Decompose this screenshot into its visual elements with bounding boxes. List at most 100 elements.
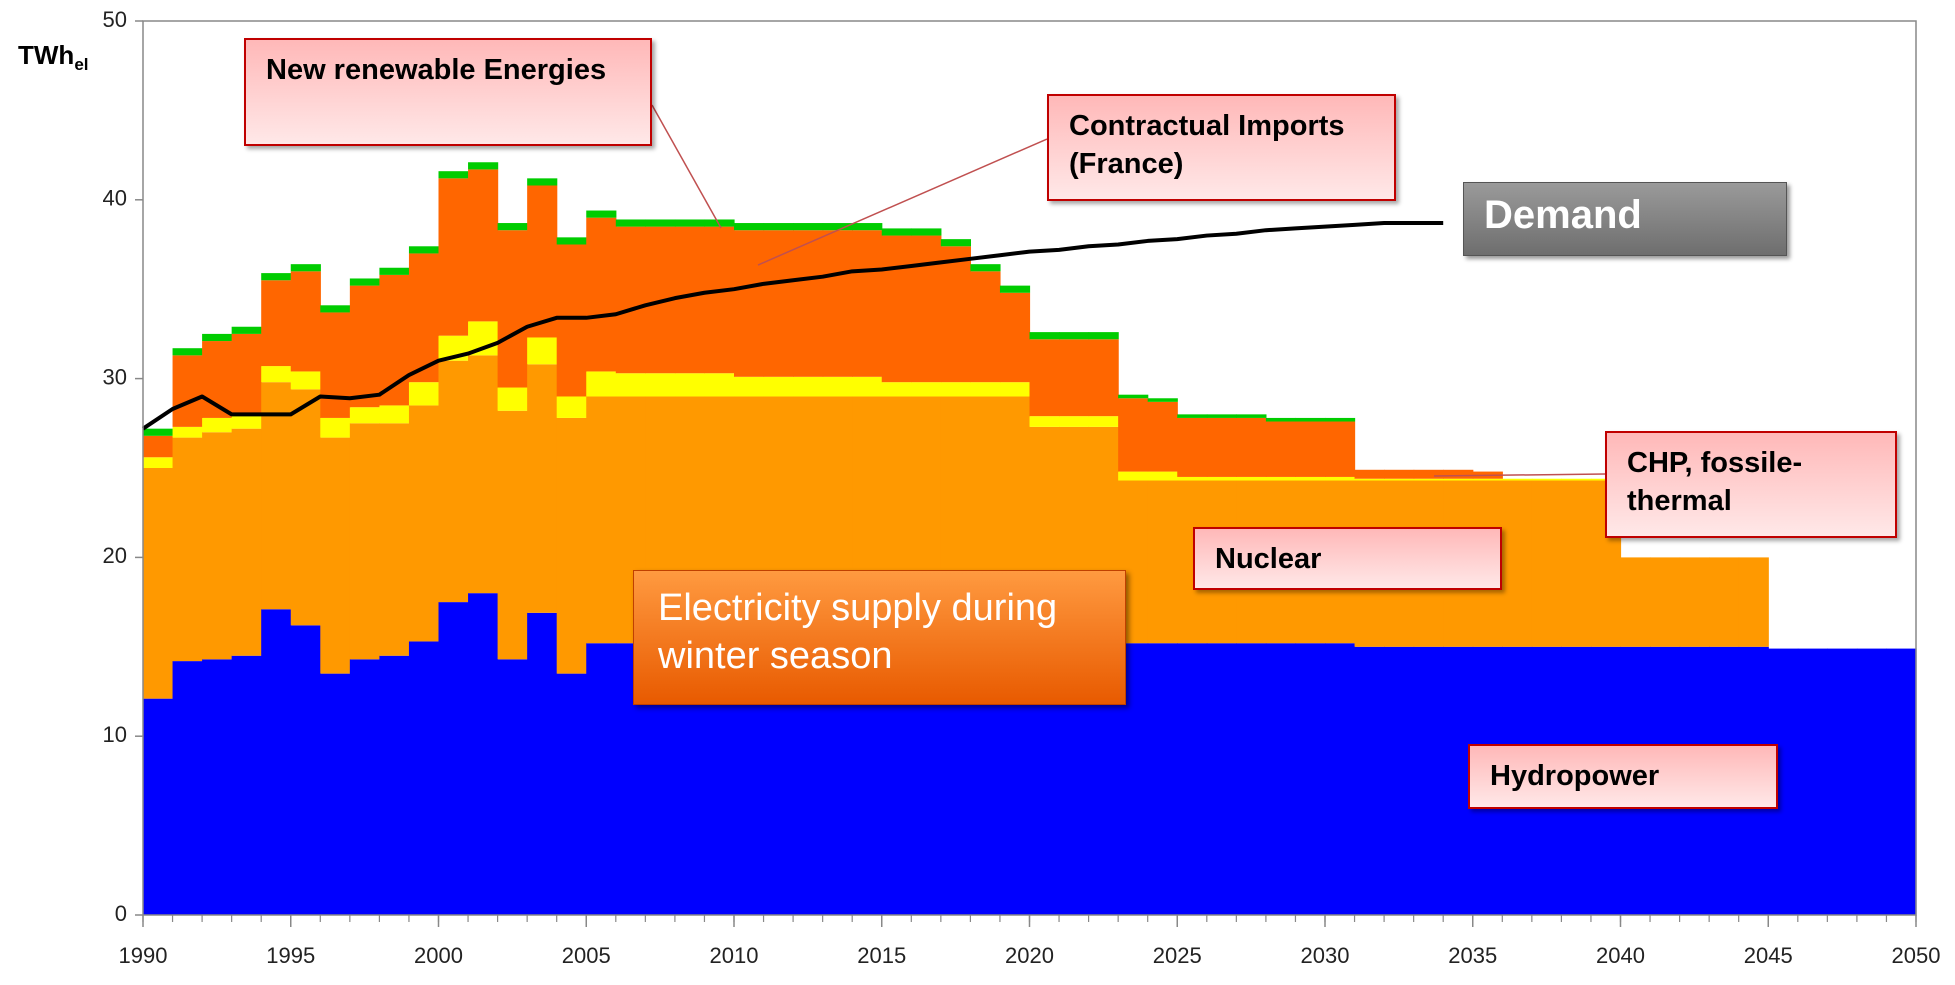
area-segment — [1413, 469, 1444, 479]
area-segment — [822, 223, 853, 231]
x-tick-label: 2020 — [1005, 943, 1054, 968]
area-segment — [674, 373, 706, 397]
area-segment — [586, 210, 617, 218]
area-segment — [1325, 417, 1356, 422]
area-segment — [1472, 478, 1503, 481]
area-segment — [497, 230, 528, 388]
area-segment — [231, 428, 262, 656]
area-segment — [320, 312, 351, 418]
area-segment — [1206, 414, 1237, 418]
area-segment — [261, 609, 292, 915]
y-unit: TWhel — [18, 40, 89, 75]
area-segment — [438, 602, 469, 915]
y-tick-label: 10 — [103, 722, 127, 747]
area-segment — [261, 280, 292, 367]
area-segment — [704, 373, 735, 397]
area-segment — [320, 305, 351, 313]
area-segment — [1029, 416, 1060, 427]
legend-label: Contractual Imports (France) — [1047, 94, 1396, 201]
area-segment — [1206, 476, 1237, 481]
area-segment — [527, 612, 558, 915]
area-segment — [231, 655, 262, 915]
area-segment — [615, 373, 646, 397]
area-segment — [822, 230, 853, 377]
area-segment — [1118, 398, 1149, 472]
area-segment — [379, 405, 410, 424]
area-segment — [349, 423, 380, 660]
area-segment — [1206, 643, 1237, 915]
area-segment — [349, 407, 380, 424]
area-segment — [1325, 421, 1356, 477]
area-segment — [172, 437, 203, 662]
y-tick-label: 50 — [103, 7, 127, 32]
area-segment — [172, 348, 203, 356]
area-segment — [615, 219, 646, 227]
area-segment — [143, 435, 174, 458]
legend-label: New renewable Energies — [244, 38, 652, 146]
area-segment — [290, 371, 321, 390]
area-segment — [1384, 478, 1415, 481]
area-segment — [970, 271, 1001, 383]
area-segment — [999, 285, 1031, 293]
y-tick-label: 30 — [103, 364, 127, 389]
area-segment — [290, 625, 321, 915]
area-segment — [793, 223, 824, 231]
area-segment — [1738, 557, 1769, 647]
plot — [141, 162, 1917, 915]
area-segment — [438, 171, 469, 179]
area-segment — [586, 396, 617, 644]
area-segment — [1236, 476, 1267, 481]
area-segment — [349, 278, 380, 286]
y-unit-subscript: el — [74, 55, 89, 75]
area-segment — [1177, 417, 1208, 477]
area-segment — [527, 364, 558, 613]
area-segment — [763, 223, 794, 231]
area-segment — [793, 376, 824, 397]
area-segment — [970, 264, 1001, 272]
area-segment — [1325, 476, 1356, 481]
area-segment — [704, 226, 735, 374]
area-segment — [556, 417, 587, 674]
area-segment — [1295, 417, 1326, 422]
area-segment — [349, 285, 380, 408]
area-segment — [970, 382, 1001, 397]
area-segment — [586, 643, 617, 915]
area-segment — [1088, 332, 1119, 340]
area-segment — [438, 178, 469, 336]
area-segment — [1059, 416, 1090, 427]
area-segment — [1620, 557, 1651, 647]
area-segment — [261, 382, 292, 610]
area-segment — [1679, 557, 1710, 647]
area-segment — [822, 376, 853, 397]
x-tick-label: 2050 — [1892, 943, 1941, 968]
area-segment — [1265, 417, 1297, 422]
area-segment — [320, 417, 351, 438]
area-segment — [999, 382, 1031, 397]
area-segment — [734, 230, 765, 377]
x-tick-label: 1995 — [266, 943, 315, 968]
legend-label: Hydropower — [1468, 744, 1778, 809]
area-segment — [1147, 643, 1178, 915]
area-segment — [143, 698, 174, 915]
area-segment — [408, 405, 440, 642]
area-segment — [1561, 478, 1592, 481]
area-segment — [1177, 476, 1208, 481]
area-segment — [940, 246, 971, 383]
area-segment — [231, 333, 262, 415]
area-segment — [763, 230, 794, 377]
area-segment — [408, 641, 440, 915]
area-segment — [734, 223, 765, 231]
area-segment — [408, 382, 440, 406]
area-segment — [645, 373, 676, 397]
area-segment — [261, 366, 292, 383]
area-segment — [734, 376, 765, 397]
area-segment — [1384, 646, 1415, 915]
area-segment — [1827, 648, 1858, 915]
area-segment — [143, 468, 174, 699]
y-tick-label: 0 — [115, 901, 127, 926]
x-tick-label: 2030 — [1301, 943, 1350, 968]
demand-line — [141, 221, 1444, 431]
area-segment — [1354, 469, 1385, 479]
